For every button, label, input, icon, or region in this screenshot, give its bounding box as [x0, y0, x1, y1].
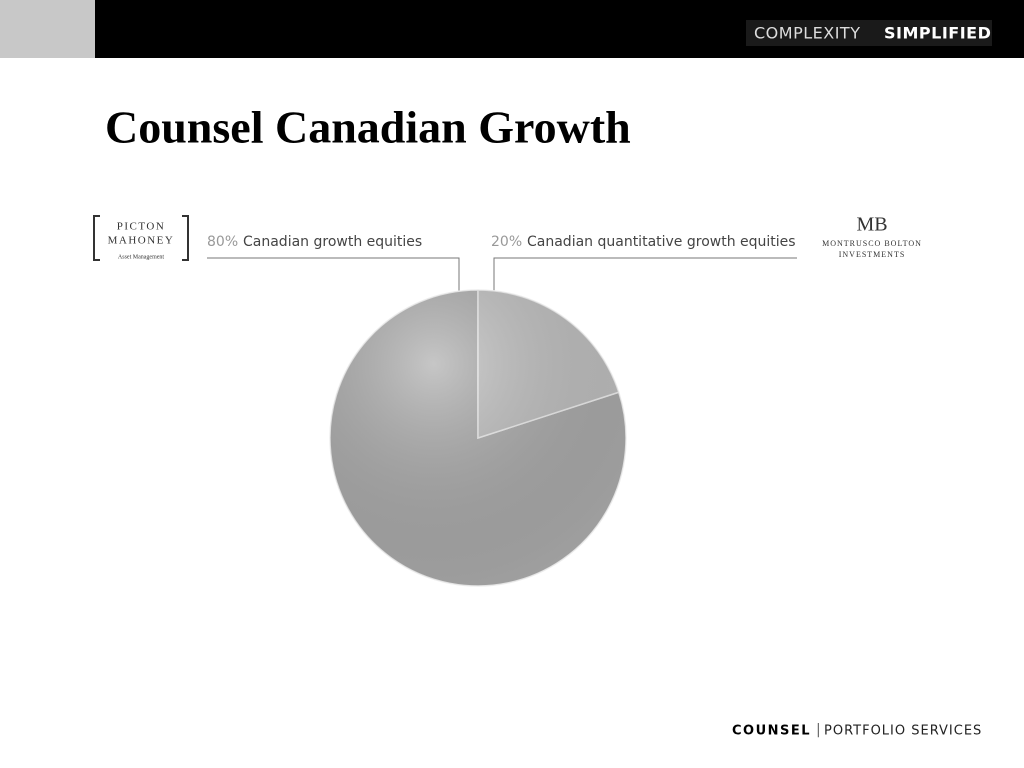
footer-division: PORTFOLIO SERVICES: [824, 724, 982, 739]
logo-brackets: [93, 215, 189, 261]
logo-text: MAHONEY: [108, 235, 175, 247]
footer-separator: |: [816, 722, 821, 738]
tagline-box: [746, 20, 992, 46]
logo-text: PICTON: [117, 221, 166, 233]
slice-category-label: Canadian growth equities: [243, 234, 422, 250]
leader-line: [493, 257, 797, 308]
header-gray-block: [0, 0, 95, 58]
logo-text: INVESTMENTS: [839, 250, 906, 259]
logo-text: MONTRUSCO BOLTON: [822, 239, 922, 248]
pie: [329, 289, 627, 587]
tagline-light: COMPLEXITY: [754, 24, 860, 43]
footer-brand: COUNSEL: [732, 724, 811, 739]
logo-mark: MB: [856, 214, 887, 236]
slice-category-label: Canadian quantitative growth equities: [527, 234, 796, 250]
leader-line: [207, 257, 460, 308]
slice-value-label: 80%: [207, 234, 238, 250]
slice-value-label: 20%: [491, 234, 522, 250]
logo-text: Asset Management: [118, 254, 164, 260]
chart-title: Counsel Canadian Growth: [105, 102, 631, 153]
tagline-bold: SIMPLIFIED: [884, 24, 991, 43]
